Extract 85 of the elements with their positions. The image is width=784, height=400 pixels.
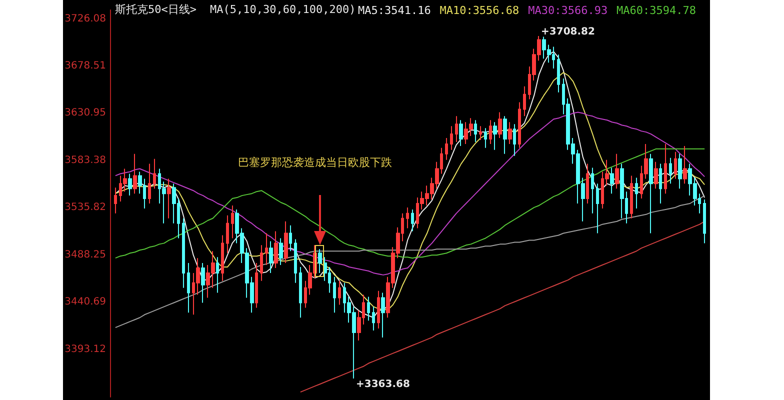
candlestick <box>260 244 263 282</box>
candlestick <box>615 153 619 190</box>
candlestick <box>226 214 229 254</box>
chart-title: 斯托克50<日线> <box>115 3 197 16</box>
candlestick <box>187 262 190 314</box>
candlestick <box>333 276 336 314</box>
candlestick <box>489 120 492 144</box>
annotation: 巴塞罗那恐袭造成当日欧股下跌 <box>238 156 392 169</box>
text: MA60:3594.78 <box>616 4 696 17</box>
candlestick <box>586 163 589 204</box>
y-tick-label: 3630.95 <box>64 108 106 119</box>
candlestick <box>610 167 614 194</box>
candlestick <box>635 177 638 209</box>
y-tick-label: 3393.12 <box>64 344 106 355</box>
candlestick <box>596 183 599 234</box>
candlestick <box>591 167 594 214</box>
line-series <box>114 148 706 259</box>
text: MA5:3541.16 <box>358 4 431 17</box>
candlestick <box>411 208 414 232</box>
candlestick <box>557 54 560 93</box>
candlestick <box>630 175 633 219</box>
candlestick <box>255 262 258 308</box>
candlestick <box>201 262 205 304</box>
candlestick <box>523 86 526 117</box>
candlestick <box>406 206 409 229</box>
candlestick <box>318 248 322 274</box>
chart-subtitle: MA(5,10,30,60,100,200) <box>210 3 356 16</box>
candlestick <box>683 145 687 184</box>
candlestick <box>269 240 273 274</box>
candlestick <box>659 163 662 204</box>
line-series <box>114 195 706 328</box>
candlestick <box>450 126 453 150</box>
candlestick <box>216 256 219 294</box>
annotation: +3708.82 <box>541 26 595 38</box>
candlestick <box>274 230 278 268</box>
candlestick <box>649 153 653 234</box>
candlestick <box>664 143 667 194</box>
candlestick <box>299 266 302 318</box>
candlestick <box>513 124 516 156</box>
candlestick <box>231 204 234 239</box>
candlestick <box>445 138 448 160</box>
candlestick <box>128 173 132 196</box>
candlestick <box>148 163 151 204</box>
candlestick <box>367 296 370 322</box>
candlestick <box>279 238 283 266</box>
candlestick <box>221 234 224 282</box>
candlestick <box>678 153 682 190</box>
y-tick-label: 3488.25 <box>64 249 106 260</box>
candlestick <box>372 306 375 332</box>
candlestick <box>284 220 288 264</box>
candlestick <box>479 126 482 140</box>
candlestick <box>518 102 521 148</box>
candlestick <box>508 122 512 144</box>
candlestick <box>182 218 185 288</box>
y-tick-label: 3535.82 <box>64 202 106 214</box>
line-series <box>300 220 706 393</box>
candlestick <box>167 178 171 219</box>
line-series <box>114 112 706 276</box>
y-tick-label: 3678.51 <box>64 60 106 72</box>
candlestick <box>498 112 502 139</box>
candlestick <box>669 157 672 184</box>
candlestick <box>654 161 658 190</box>
candlestick <box>289 224 292 252</box>
candlestick <box>294 238 297 284</box>
candlestick <box>153 158 156 190</box>
candlestick <box>377 290 380 330</box>
candlestick <box>455 116 458 142</box>
y-tick-label: 3440.69 <box>64 296 106 308</box>
candlestick <box>381 292 385 338</box>
candlestick <box>265 232 268 266</box>
y-tick-label: 3726.08 <box>64 13 106 24</box>
candlestick <box>703 199 706 244</box>
candlestick <box>459 120 463 146</box>
annotation: +3363.68 <box>356 378 410 390</box>
y-tick-label: 3583.38 <box>64 154 106 166</box>
text: MA10:3556.68 <box>440 4 520 17</box>
candlestick <box>133 153 137 194</box>
candlestick <box>474 120 477 142</box>
candlestick <box>338 280 341 306</box>
candlestick <box>114 187 117 214</box>
candlestick <box>503 116 507 154</box>
candlestick <box>484 128 487 148</box>
text: MA30:3566.93 <box>528 4 608 17</box>
candlestick <box>674 151 677 180</box>
candlestick <box>493 122 497 150</box>
